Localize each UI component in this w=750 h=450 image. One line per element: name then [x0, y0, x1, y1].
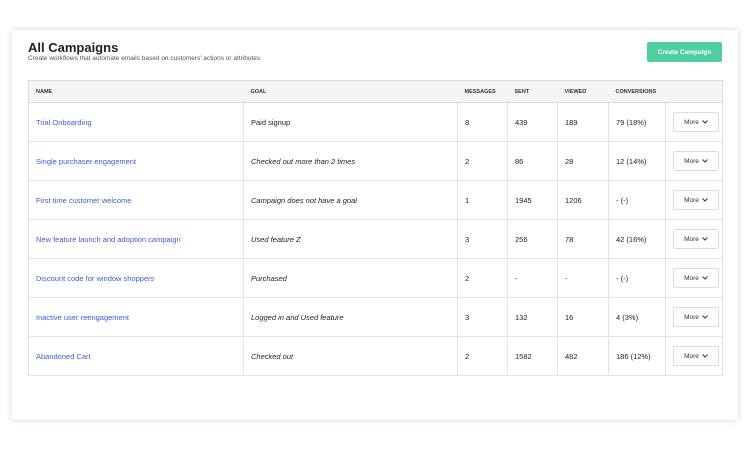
column-header: MESSAGES — [457, 80, 508, 103]
conversions: 4 (3%) — [608, 297, 666, 337]
column-header: CONVERSIONS — [608, 80, 666, 103]
actions-cell: More — [665, 180, 723, 220]
campaign-row: Single purchaser engagement Checked out m… — [28, 141, 723, 181]
more-button[interactable]: More — [673, 151, 719, 171]
chevron-icon — [702, 120, 708, 124]
campaign-row: First time customer welcome Campaign does… — [28, 180, 723, 220]
more-label: More — [684, 157, 699, 165]
column-header — [665, 80, 723, 103]
campaign-goal: Paid signup — [243, 102, 458, 142]
actions-cell: More — [665, 336, 723, 376]
campaign-goal: Used feature Z — [243, 219, 458, 259]
campaigns-table: NAME GOAL MESSAGES SENT VIEWED CONVERSIONS Tr… — [28, 80, 723, 376]
column-header: NAME — [28, 80, 244, 103]
column-header: SENT — [507, 80, 558, 103]
campaign-row: Discount code for window shoppers Purchas… — [28, 258, 723, 298]
campaign-row: New feature launch and adoption campaign… — [28, 219, 723, 259]
campaign-name[interactable]: First time customer welcome — [28, 180, 244, 220]
campaign-name[interactable]: Single purchaser engagement — [28, 141, 244, 181]
more-label: More — [684, 352, 699, 360]
campaign-goal: Checked out more than 2 times — [243, 141, 458, 181]
messages: 1 — [457, 180, 508, 220]
conversions: 42 (16%) — [608, 219, 666, 259]
campaign-name[interactable]: Abandoned Cart — [28, 336, 244, 376]
conversions: 186 (12%) — [608, 336, 666, 376]
viewed: 78 — [557, 219, 609, 259]
more-label: More — [684, 196, 699, 204]
viewed: 482 — [557, 336, 609, 376]
chevron-icon — [702, 159, 708, 163]
actions-cell: More — [665, 219, 723, 259]
more-label: More — [684, 274, 699, 282]
more-button[interactable]: More — [673, 346, 719, 366]
campaign-goal: Logged in and Used feature — [243, 297, 458, 337]
actions-cell: More — [665, 258, 723, 298]
messages: 3 — [457, 219, 508, 259]
actions-cell: More — [665, 102, 723, 142]
viewed: 1206 — [557, 180, 609, 220]
sent: 439 — [507, 102, 558, 142]
sent: 256 — [507, 219, 558, 259]
create-campaign-button[interactable]: Create Campaign — [647, 42, 722, 62]
campaign-goal: Checked out — [243, 336, 458, 376]
more-label: More — [684, 118, 699, 126]
messages: 3 — [457, 297, 508, 337]
campaign-goal: Purchased — [243, 258, 458, 298]
viewed: - — [557, 258, 609, 298]
messages: 2 — [457, 141, 508, 181]
more-label: More — [684, 313, 699, 321]
more-button[interactable]: More — [673, 307, 719, 327]
chevron-icon — [702, 315, 708, 319]
actions-cell: More — [665, 141, 723, 181]
sent: 1582 — [507, 336, 558, 376]
more-button[interactable]: More — [673, 112, 719, 132]
campaign-name[interactable]: Inactive user reengagement — [28, 297, 244, 337]
campaign-row: Abandoned Cart Checked out 2 1582 482 186 (12… — [28, 336, 723, 376]
column-header: VIEWED — [557, 80, 609, 103]
conversions: 12 (14%) — [608, 141, 666, 181]
conversions: 79 (18%) — [608, 102, 666, 142]
campaign-name[interactable]: Discount code for window shoppers — [28, 258, 244, 298]
sent: 1945 — [507, 180, 558, 220]
card: All Campaigns Create workflows that auto… — [12, 30, 738, 420]
chevron-icon — [702, 237, 708, 241]
chevron-icon — [702, 276, 708, 280]
messages: 2 — [457, 336, 508, 376]
campaign-goal: Campaign does not have a goal — [243, 180, 458, 220]
sent: 132 — [507, 297, 558, 337]
sent: - — [507, 258, 558, 298]
column-header: GOAL — [243, 80, 458, 103]
messages: 2 — [457, 258, 508, 298]
conversions: - (-) — [608, 258, 666, 298]
campaign-name[interactable]: New feature launch and adoption campaign — [28, 219, 244, 259]
viewed: 189 — [557, 102, 609, 142]
messages: 8 — [457, 102, 508, 142]
campaign-row: Inactive user reengagement Logged in and … — [28, 297, 723, 337]
more-label: More — [684, 235, 699, 243]
actions-cell: More — [665, 297, 723, 337]
page-title: All Campaigns — [28, 40, 119, 55]
chevron-icon — [702, 198, 708, 202]
sent: 86 — [507, 141, 558, 181]
header-row: NAME GOAL MESSAGES SENT VIEWED CONVERSIONS — [28, 80, 723, 103]
viewed: 28 — [557, 141, 609, 181]
campaign-name[interactable]: Trial Onboarding — [28, 102, 244, 142]
page-subtitle: Create workflows that automate emails ba… — [28, 55, 261, 62]
more-button[interactable]: More — [673, 229, 719, 249]
more-button[interactable]: More — [673, 268, 719, 288]
conversions: - (-) — [608, 180, 666, 220]
campaign-row: Trial Onboarding Paid signup 8 439 189 79 (18… — [28, 102, 723, 142]
viewed: 16 — [557, 297, 609, 337]
chevron-icon — [702, 354, 708, 358]
more-button[interactable]: More — [673, 190, 719, 210]
